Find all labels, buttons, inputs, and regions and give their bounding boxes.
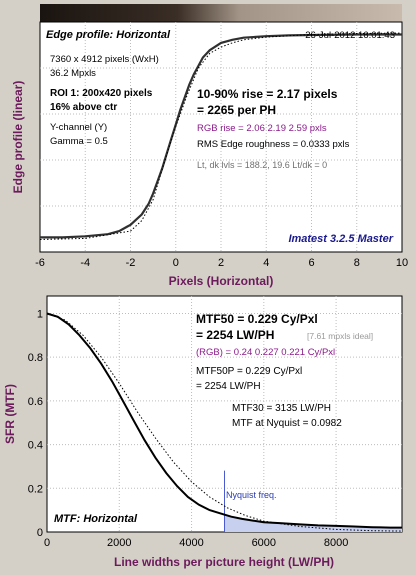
edge-profile-line bbox=[40, 33, 402, 239]
ideal-mpxls-text: [7.61 mpxls ideal] bbox=[307, 331, 373, 341]
image-size-text: 7360 x 4912 pixels (WxH) bbox=[50, 54, 159, 65]
channel-text: Y-channel (Y) bbox=[50, 122, 107, 133]
mtf-x-axis-label: Line widths per picture height (LW/PH) bbox=[114, 555, 334, 569]
edge-x-tick-label: -6 bbox=[35, 257, 45, 269]
mtf50p-cy-pxl-text: MTF50P = 0.229 Cy/Pxl bbox=[196, 366, 302, 377]
mtf-y-axis-label: SFR (MTF) bbox=[3, 384, 17, 444]
mtf-chart-title: MTF: Horizontal bbox=[54, 513, 138, 525]
mtf-y-tick-label: 0.2 bbox=[28, 483, 43, 495]
roi-position-text: 16% above ctr bbox=[50, 102, 117, 113]
beyond-nyquist-shade bbox=[224, 514, 402, 532]
mtf-y-tick-label: 1 bbox=[37, 308, 43, 320]
mtf-x-ticks: 0 2000 4000 6000 8000 bbox=[44, 537, 348, 549]
edge-x-tick-label: -4 bbox=[80, 257, 90, 269]
edge-x-tick-label: 2 bbox=[218, 257, 224, 269]
mtf-x-tick-label: 4000 bbox=[179, 537, 203, 549]
edge-x-tick-label: 10 bbox=[396, 257, 408, 269]
megapixels-text: 36.2 Mpxls bbox=[50, 68, 96, 79]
edge-gradient-strip bbox=[40, 4, 402, 22]
mtf-reference-curve bbox=[46, 313, 403, 532]
rgb-mtf50-text: (RGB) = 0.24 0.227 0.221 Cy/Pxl bbox=[196, 347, 335, 358]
mtf-x-tick-label: 6000 bbox=[252, 537, 276, 549]
levels-text: Lt, dk lvls = 188.2, 19.6 Lt/dk = 0 bbox=[197, 160, 327, 170]
edge-reference-line bbox=[39, 32, 403, 240]
mtf50-lw-ph-text: = 2254 LW/PH bbox=[196, 328, 274, 342]
mtf-at-nyquist-text: MTF at Nyquist = 0.0982 bbox=[232, 418, 342, 429]
mtf-y-tick-label: 0.8 bbox=[28, 352, 43, 364]
edge-grid bbox=[40, 22, 402, 252]
mtf-y-tick-label: 0.6 bbox=[28, 396, 43, 408]
mtf30-text: MTF30 = 3135 LW/PH bbox=[232, 403, 331, 414]
rgb-rise-text: RGB rise = 2.06 2.19 2.59 pxls bbox=[197, 123, 327, 134]
mtf-curve bbox=[46, 312, 402, 529]
gamma-text: Gamma = 0.5 bbox=[50, 136, 108, 147]
mtf50-cy-pxl-text: MTF50 = 0.229 Cy/Pxl bbox=[196, 312, 318, 326]
edge-x-axis-label: Pixels (Horizontal) bbox=[169, 274, 274, 288]
rise-per-ph-text: = 2265 per PH bbox=[197, 103, 276, 117]
edge-roughness-text: RMS Edge roughness = 0.0333 pxls bbox=[197, 139, 350, 150]
rise-distance-text: 10-90% rise = 2.17 pixels bbox=[197, 87, 338, 101]
software-version-label: Imatest 3.2.5 Master bbox=[288, 233, 393, 245]
roi-size-text: ROI 1: 200x420 pixels bbox=[50, 88, 153, 99]
edge-x-tick-label: 8 bbox=[354, 257, 360, 269]
mtf-x-tick-label: 2000 bbox=[107, 537, 131, 549]
mtf-series bbox=[46, 312, 403, 532]
edge-chart-title: Edge profile: Horizontal bbox=[46, 29, 171, 41]
edge-x-tick-label: 0 bbox=[173, 257, 179, 269]
mtf-y-tick-label: 0.4 bbox=[28, 440, 43, 452]
edge-x-ticks: -6 -4 -2 0 2 4 6 8 10 bbox=[35, 257, 408, 269]
nyquist-label: Nyquist freq. bbox=[226, 490, 277, 500]
edge-x-tick-label: 6 bbox=[308, 257, 314, 269]
edge-x-tick-label: 4 bbox=[263, 257, 269, 269]
mtf-y-ticks: 0 0.2 0.4 0.6 0.8 1 bbox=[28, 308, 43, 539]
edge-y-axis-label: Edge profile (linear) bbox=[11, 81, 25, 194]
mtf-x-tick-label: 8000 bbox=[324, 537, 348, 549]
mtf-x-tick-label: 0 bbox=[44, 537, 50, 549]
mtf-y-tick-label: 0 bbox=[37, 527, 43, 539]
edge-timestamp: 26-Jul-2012 16:01:43 bbox=[305, 30, 395, 41]
mtf50p-lw-ph-text: = 2254 LW/PH bbox=[196, 381, 261, 392]
edge-series bbox=[39, 32, 403, 240]
edge-x-tick-label: -2 bbox=[126, 257, 136, 269]
